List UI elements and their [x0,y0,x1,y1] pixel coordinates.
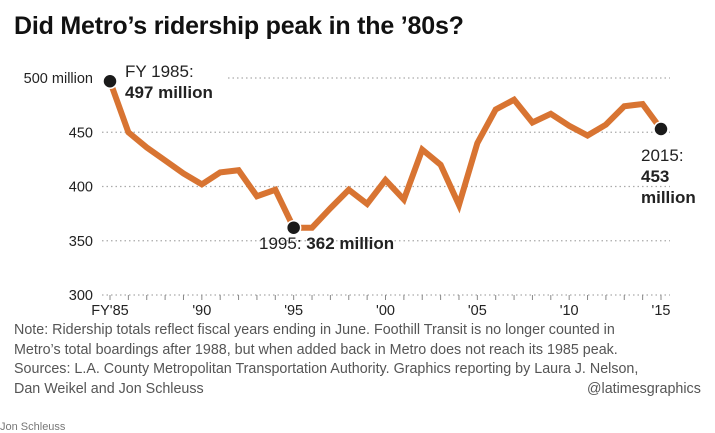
x-tick-label: '10 [560,303,579,319]
annotation-1985: FY 1985: 497 million [125,61,213,103]
x-tick-label: '95 [284,303,303,319]
note-line: Sources: L.A. County Metropolitan Transp… [14,360,714,380]
annotation-2015: 2015: 453 million [641,145,696,208]
note-line: Metro’s total boardings after 1988, but … [14,341,714,361]
x-tick-label: '90 [192,303,211,319]
y-tick-label: 450 [69,125,93,141]
y-tick-label: 350 [69,234,93,250]
annotation-label: 2015: [641,145,696,166]
note-line: Note: Ridership totals reflect fiscal ye… [14,321,714,341]
annotation-value: 497 million [125,83,213,102]
y-tick-label: 400 [69,180,93,196]
annotation-label: 1995: [259,234,302,253]
x-tick-label: '00 [376,303,395,319]
ridership-line [110,81,661,227]
annotation-1995: 1995: 362 million [259,233,394,254]
x-tick-label: FY'85 [91,303,128,319]
x-tick-label: '05 [468,303,487,319]
highlight-marker [103,74,117,88]
credit: Jon Schleuss [0,421,65,433]
twitter-handle: @latimesgraphics [587,381,701,397]
x-tick-label: '15 [652,303,671,319]
annotation-value: 453 [641,167,669,186]
y-tick-label: 300 [69,288,93,304]
annotation-label: FY 1985: [125,61,213,82]
annotation-unit: million [641,188,696,207]
y-tick-label: 500 million [24,71,93,87]
annotation-value: 362 million [306,234,394,253]
highlight-marker [654,122,668,136]
